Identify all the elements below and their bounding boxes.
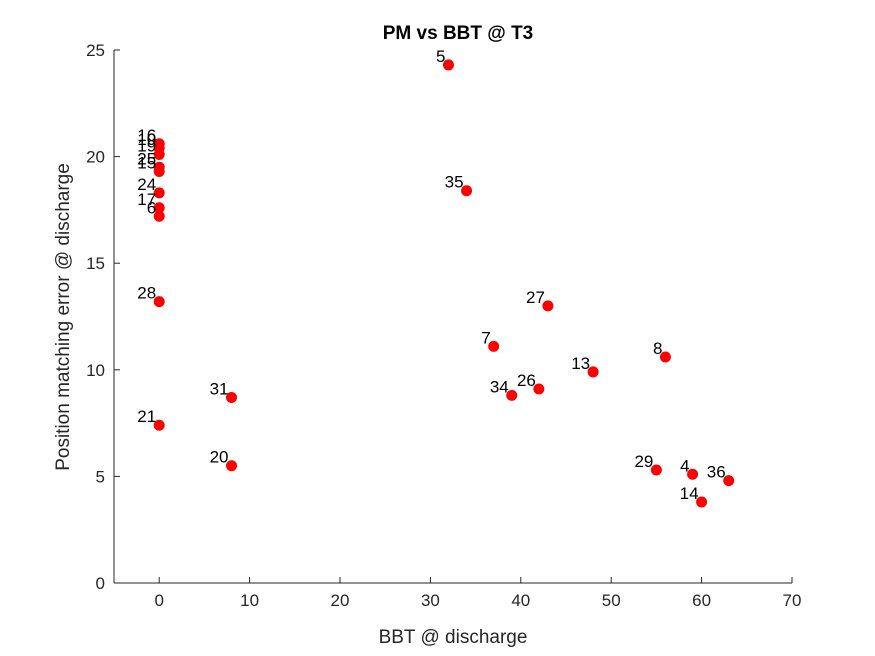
data-point <box>226 392 238 404</box>
point-label: 4 <box>680 456 689 475</box>
x-tick-label: 50 <box>602 591 621 610</box>
data-point <box>153 202 165 214</box>
point-label: 10 <box>137 130 156 149</box>
axes: 0 10 20 30 40 50 60 70 0 5 10 15 20 25 <box>86 41 801 610</box>
data-point <box>153 148 165 160</box>
data-point <box>659 351 671 363</box>
point-label: 25 <box>137 149 156 168</box>
point-label: 6 <box>147 198 156 217</box>
point-label: 35 <box>445 173 464 192</box>
point-label: 21 <box>137 407 156 426</box>
point-label: 5 <box>436 47 445 66</box>
y-tick-label: 15 <box>86 254 105 273</box>
point-label: 29 <box>634 452 653 471</box>
x-tick-label: 30 <box>421 591 440 610</box>
data-points <box>153 59 735 508</box>
data-point <box>506 389 518 401</box>
data-point <box>153 166 165 178</box>
point-label: 8 <box>653 339 662 358</box>
point-label: 19 <box>137 136 156 155</box>
data-point <box>723 475 735 487</box>
data-point <box>687 468 699 480</box>
point-label: 16 <box>137 126 156 145</box>
y-tick-label: 0 <box>96 574 105 593</box>
point-label: 20 <box>210 448 229 467</box>
data-point <box>461 185 473 197</box>
data-point <box>587 366 599 378</box>
point-label: 14 <box>680 484 699 503</box>
point-label: 7 <box>481 328 490 347</box>
x-tick-label: 40 <box>511 591 530 610</box>
data-point <box>650 464 662 476</box>
point-label: 34 <box>490 377 509 396</box>
data-point <box>153 419 165 431</box>
x-tick-label: 20 <box>331 591 350 610</box>
point-label: 27 <box>526 288 545 307</box>
point-label: 31 <box>210 380 229 399</box>
y-tick-label: 5 <box>96 467 105 486</box>
data-point <box>488 340 500 352</box>
point-label: 24 <box>137 175 156 194</box>
y-tick-label: 20 <box>86 148 105 167</box>
x-tick-label: 0 <box>154 591 163 610</box>
point-label: 36 <box>707 463 726 482</box>
point-label: 13 <box>571 354 590 373</box>
data-point <box>696 496 708 508</box>
x-tick-label: 60 <box>692 591 711 610</box>
point-label: 26 <box>517 371 536 390</box>
x-tick-label: 10 <box>240 591 259 610</box>
data-point <box>542 300 554 312</box>
data-point <box>226 460 238 472</box>
x-tick-label: 70 <box>783 591 802 610</box>
chart-title: PM vs BBT @ T3 <box>383 23 534 44</box>
data-point <box>153 296 165 308</box>
y-axis-label: Position matching error @ discharge <box>53 163 74 471</box>
data-point <box>153 187 165 199</box>
point-label: 15 <box>137 154 156 173</box>
point-label: 28 <box>137 284 156 303</box>
data-point <box>153 210 165 222</box>
y-tick-label: 10 <box>86 361 105 380</box>
x-axis-label: BBT @ discharge <box>379 627 528 648</box>
data-point <box>442 59 454 71</box>
point-label: 17 <box>137 190 156 209</box>
data-point <box>533 383 545 395</box>
y-tick-label: 25 <box>86 41 105 60</box>
